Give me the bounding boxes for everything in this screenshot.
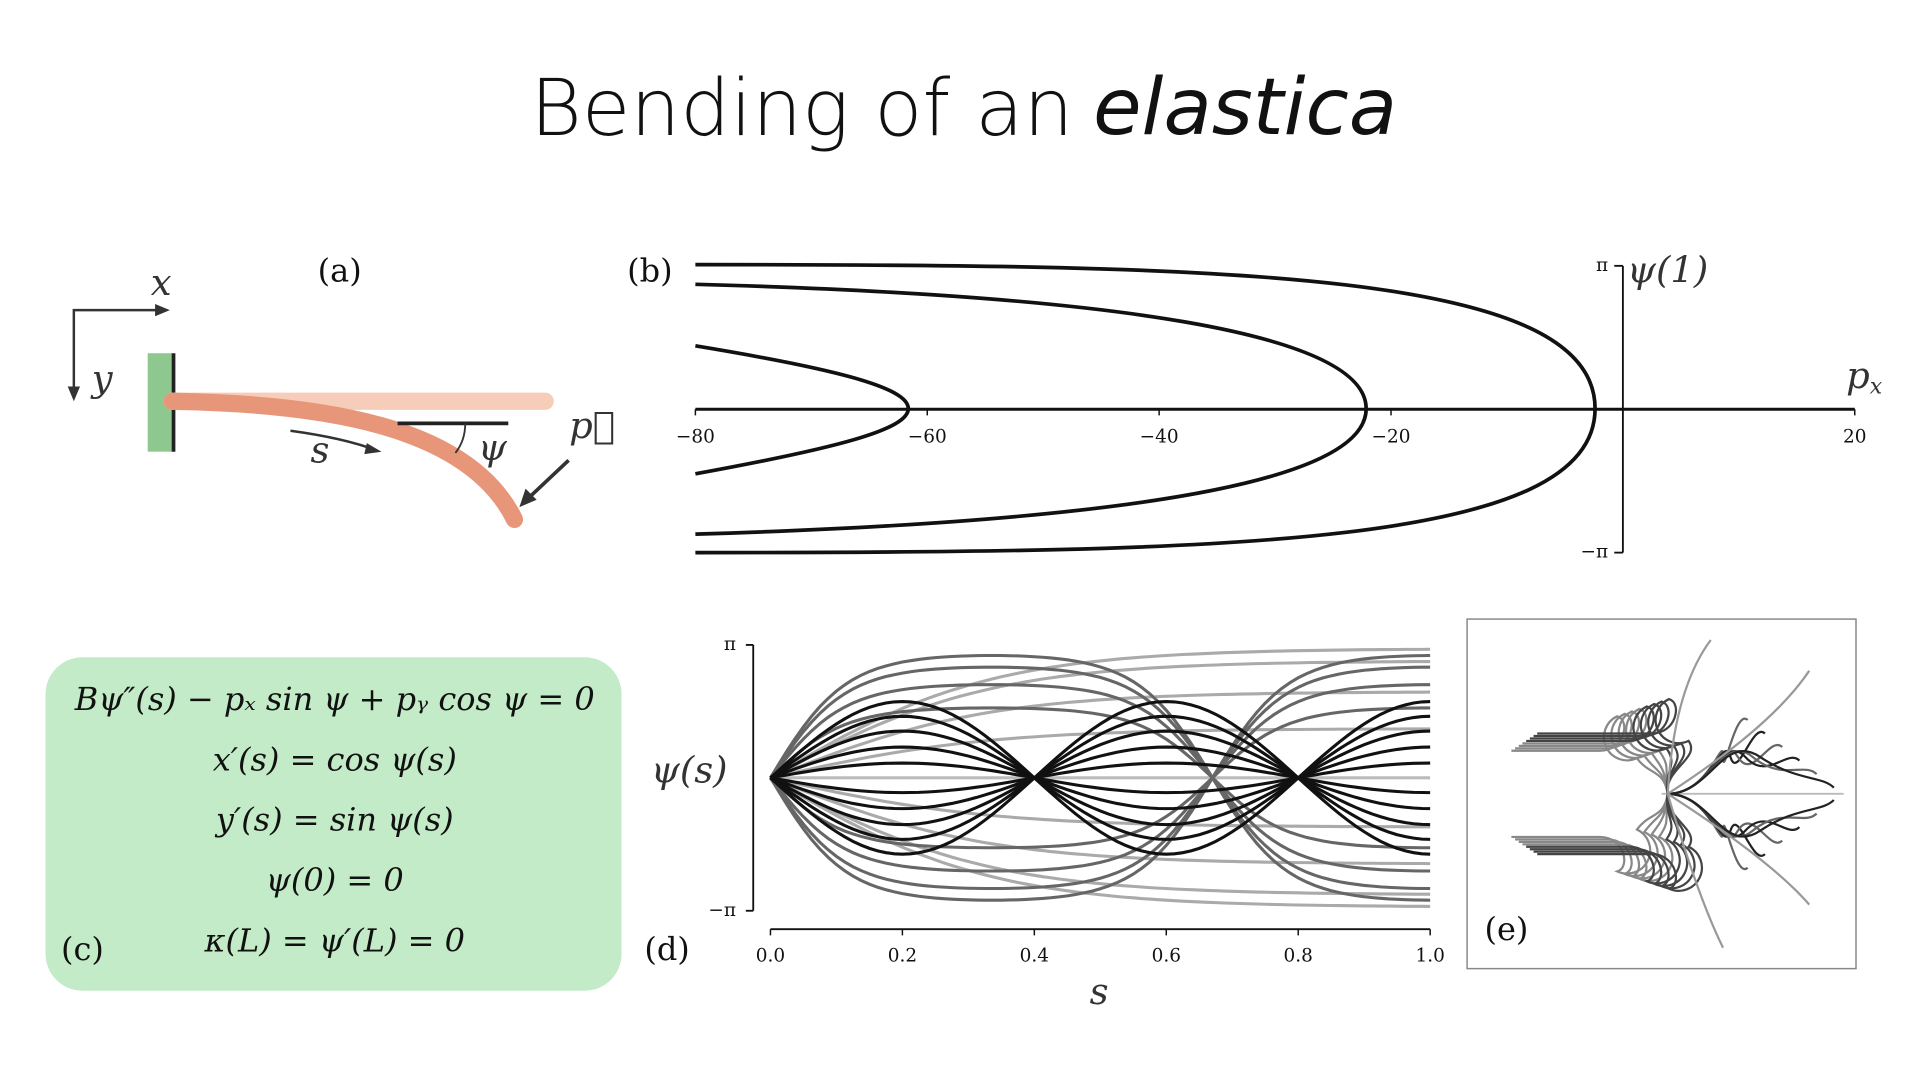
illustrative-curve — [769, 660, 1431, 780]
equation: x′(s) = cos ψ(s) — [213, 740, 457, 778]
illustrative-curve — [769, 714, 1431, 841]
y-axis-label: ψ(s) — [651, 748, 728, 791]
panel-d: (d) ψ(s) s 0.0 0.2 0.4 0.6 0.8 1.0 −π π — [644, 634, 1444, 1013]
x-tick-label: −60 — [908, 427, 947, 448]
illustrative-curve — [769, 706, 1431, 850]
illustrative-curve — [769, 776, 1431, 896]
title-text: Bending of an — [530, 62, 1073, 154]
illustrative-curve — [1666, 793, 1725, 949]
arc-length-label: s — [311, 428, 330, 471]
equation: y′(s) = sin ψ(s) — [214, 801, 454, 839]
panel-a: (a) x y ψ s p⃗ — [67, 252, 615, 528]
equation-box — [45, 657, 622, 991]
arrowhead — [364, 443, 382, 455]
illustrative-curve — [1666, 639, 1712, 794]
illustrative-curve — [769, 706, 1431, 850]
x-axis-label: px — [1846, 353, 1883, 399]
illustrative-curve — [769, 665, 1431, 891]
y-tick-label: −π — [708, 900, 736, 921]
illustrative-curve — [769, 665, 1431, 891]
bent-beam — [163, 392, 524, 528]
y-tick-label: π — [1596, 255, 1608, 276]
y-tick-label: −π — [1581, 542, 1609, 563]
panel-label: (d) — [644, 930, 689, 968]
angle-arc — [454, 423, 467, 454]
x-tick-label: 20 — [1843, 427, 1866, 448]
title: Bending of an elastica — [530, 62, 1397, 154]
x-tick-label: −80 — [676, 427, 715, 448]
title-emphasis: elastica — [1093, 62, 1397, 154]
illustrative-curve — [769, 729, 1431, 827]
x-tick-label: −20 — [1372, 427, 1411, 448]
illustrative-curve — [770, 761, 1431, 795]
x-axis-label: s — [1090, 970, 1109, 1013]
equation: κ(L) = ψ′(L) = 0 — [204, 921, 465, 959]
frame — [1466, 618, 1857, 970]
arrowheads — [67, 304, 170, 402]
illustrative-curve — [769, 683, 1431, 873]
x-axis-label: x — [151, 261, 172, 304]
illustrative-curve — [769, 653, 1431, 902]
illustrative-curve — [769, 714, 1431, 841]
illustrative-curve — [769, 729, 1431, 827]
x-tick-label: 0.6 — [1152, 945, 1181, 966]
illustrative-curve — [1533, 700, 1686, 795]
y-axis-label: ψ(1) — [1627, 249, 1708, 292]
panel-label: (e) — [1485, 910, 1529, 948]
illustrative-curve — [769, 699, 1431, 856]
angle-label: ψ — [478, 426, 508, 469]
illustrative-curve — [1667, 717, 1749, 795]
illustrative-curve — [1667, 670, 1811, 795]
illustrative-curve — [769, 699, 1431, 856]
illustrative-curve — [1537, 793, 1703, 892]
subscript: x — [1870, 374, 1883, 400]
panel-label: (c) — [61, 930, 104, 968]
x-tick-label: 0.4 — [1020, 945, 1049, 966]
x-tick-label: 0.2 — [888, 945, 917, 966]
illustrative-curve — [769, 745, 1431, 811]
x-tick-label: 0.0 — [756, 945, 785, 966]
panel-label: (a) — [318, 252, 362, 290]
illustrative-curve — [1511, 793, 1669, 875]
axes-frame — [72, 308, 163, 397]
illustrative-curve — [769, 653, 1431, 902]
x-tick-label: 1.0 — [1415, 945, 1444, 966]
panel-e: (e) — [1466, 618, 1857, 970]
y-axis-label: y — [90, 357, 114, 400]
equation: Bψ″(s) − pₓ sin ψ + pᵧ cos ψ = 0 — [74, 680, 595, 718]
illustrative-curve — [1667, 792, 1811, 906]
illustrative-curve — [770, 761, 1431, 795]
force-arrow — [525, 458, 570, 502]
y-tick-label: π — [724, 634, 736, 655]
panel-c: (c) Bψ″(s) − pₓ sin ψ + pᵧ cos ψ = 0 x′(s… — [45, 657, 622, 991]
illustrative-curve — [1537, 697, 1693, 795]
s-arrow — [290, 429, 378, 452]
illustrative-curve — [769, 683, 1431, 873]
x-tick-label: 0.8 — [1284, 945, 1313, 966]
illustrative-curve — [1667, 750, 1835, 795]
force-label: p⃗ — [569, 404, 615, 447]
panel-b: (b) ψ(1) px −80 −60 −40 −20 20 −π π — [627, 249, 1883, 563]
symbol: p — [1846, 353, 1870, 396]
arrowhead — [519, 488, 537, 508]
illustrative-curve — [1533, 793, 1696, 890]
illustrative-curve — [769, 745, 1431, 811]
panel-label: (b) — [627, 252, 672, 290]
x-tick-label: −40 — [1140, 427, 1179, 448]
illustrative-curve — [1667, 792, 1835, 838]
equation: ψ(0) = 0 — [266, 861, 404, 899]
